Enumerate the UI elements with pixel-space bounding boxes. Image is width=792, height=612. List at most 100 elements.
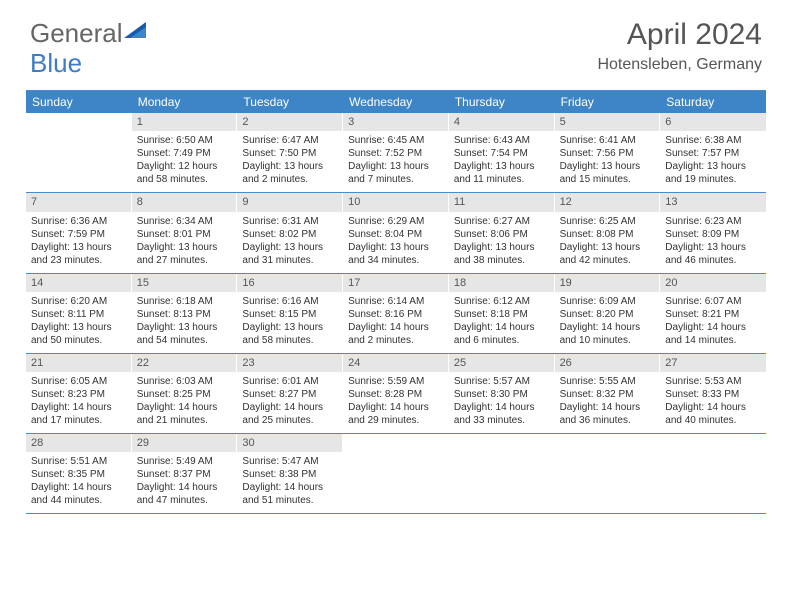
day-cell: 13Sunrise: 6:23 AMSunset: 8:09 PMDayligh… [660, 193, 766, 272]
day-cell: 22 Sunrise: 6:03 AMSunset: 8:25 PMDayligh… [132, 354, 238, 433]
sunset-text: Sunset: 8:11 PM [31, 308, 127, 321]
daylight2-text: and 2 minutes. [242, 173, 338, 186]
sunrise-text: Sunrise: 5:53 AM [665, 375, 761, 388]
day-details: Sunrise: 5:55 AMSunset: 8:32 PMDaylight:… [555, 372, 661, 433]
sunrise-text: Sunrise: 5:55 AM [560, 375, 656, 388]
day-details: Sunrise: 6:23 AMSunset: 8:09 PMDaylight:… [660, 212, 766, 273]
sunset-text: Sunset: 8:01 PM [137, 228, 233, 241]
daylight2-text: and 14 minutes. [665, 334, 761, 347]
day-number [555, 434, 661, 452]
daylight2-text: and 17 minutes. [31, 414, 127, 427]
daylight2-text: and 6 minutes. [454, 334, 550, 347]
day-number [449, 434, 555, 452]
day-number: 22 [132, 354, 238, 372]
daylight2-text: and 21 minutes. [137, 414, 233, 427]
day-number [26, 113, 132, 131]
weekday-label: Sunday [26, 91, 132, 113]
day-cell [26, 113, 132, 192]
logo: General [30, 18, 146, 49]
daylight1-text: Daylight: 14 hours [242, 481, 338, 494]
day-details: Sunrise: 6:36 AMSunset: 7:59 PMDaylight:… [26, 212, 132, 273]
daylight2-text: and 47 minutes. [137, 494, 233, 507]
sunset-text: Sunset: 7:57 PM [665, 147, 761, 160]
sunrise-text: Sunrise: 6:18 AM [137, 295, 233, 308]
day-cell: 30Sunrise: 5:47 AMSunset: 8:38 PMDayligh… [237, 434, 343, 513]
day-details: Sunrise: 6:16 AMSunset: 8:15 PMDaylight:… [237, 292, 343, 353]
day-details: Sunrise: 6:14 AMSunset: 8:16 PMDaylight:… [343, 292, 449, 353]
sunset-text: Sunset: 8:23 PM [31, 388, 127, 401]
sunset-text: Sunset: 8:04 PM [348, 228, 444, 241]
sunrise-text: Sunrise: 6:36 AM [31, 215, 127, 228]
location-label: Hotensleben, Germany [597, 56, 762, 74]
sunset-text: Sunset: 8:30 PM [454, 388, 550, 401]
sunrise-text: Sunrise: 6:03 AM [137, 375, 233, 388]
sunset-text: Sunset: 7:56 PM [560, 147, 656, 160]
day-cell: 7Sunrise: 6:36 AMSunset: 7:59 PMDaylight… [26, 193, 132, 272]
daylight1-text: Daylight: 13 hours [31, 321, 127, 334]
calendar: Sunday Monday Tuesday Wednesday Thursday… [26, 90, 766, 514]
sunrise-text: Sunrise: 6:09 AM [560, 295, 656, 308]
sunrise-text: Sunrise: 6:12 AM [454, 295, 550, 308]
day-details: Sunrise: 6:01 AMSunset: 8:27 PMDaylight:… [237, 372, 343, 433]
day-cell: 12Sunrise: 6:25 AMSunset: 8:08 PMDayligh… [555, 193, 661, 272]
daylight1-text: Daylight: 12 hours [137, 160, 233, 173]
daylight1-text: Daylight: 14 hours [137, 481, 233, 494]
daylight1-text: Daylight: 14 hours [665, 401, 761, 414]
sunset-text: Sunset: 8:20 PM [560, 308, 656, 321]
daylight1-text: Daylight: 13 hours [454, 160, 550, 173]
day-details: Sunrise: 6:50 AMSunset: 7:49 PMDaylight:… [132, 131, 238, 192]
daylight1-text: Daylight: 13 hours [348, 160, 444, 173]
sunrise-text: Sunrise: 6:23 AM [665, 215, 761, 228]
sunset-text: Sunset: 8:37 PM [137, 468, 233, 481]
daylight1-text: Daylight: 13 hours [31, 241, 127, 254]
day-details: Sunrise: 6:20 AMSunset: 8:11 PMDaylight:… [26, 292, 132, 353]
week-row: 7Sunrise: 6:36 AMSunset: 7:59 PMDaylight… [26, 193, 766, 273]
daylight2-text: and 11 minutes. [454, 173, 550, 186]
daylight1-text: Daylight: 13 hours [348, 241, 444, 254]
week-row: 21Sunrise: 6:05 AMSunset: 8:23 PMDayligh… [26, 354, 766, 434]
day-number: 19 [555, 274, 661, 292]
weekday-label: Tuesday [237, 91, 343, 113]
day-number: 9 [237, 193, 343, 211]
day-number: 30 [237, 434, 343, 452]
sunrise-text: Sunrise: 6:07 AM [665, 295, 761, 308]
daylight2-text: and 2 minutes. [348, 334, 444, 347]
day-cell: 25Sunrise: 5:57 AMSunset: 8:30 PMDayligh… [449, 354, 555, 433]
month-title: April 2024 [597, 18, 762, 52]
daylight2-text: and 44 minutes. [31, 494, 127, 507]
sunrise-text: Sunrise: 5:51 AM [31, 455, 127, 468]
day-number: 21 [26, 354, 132, 372]
daylight2-text: and 29 minutes. [348, 414, 444, 427]
daylight2-text: and 36 minutes. [560, 414, 656, 427]
daylight1-text: Daylight: 14 hours [560, 321, 656, 334]
sunset-text: Sunset: 8:06 PM [454, 228, 550, 241]
sunset-text: Sunset: 8:25 PM [137, 388, 233, 401]
day-details: Sunrise: 6:34 AMSunset: 8:01 PMDaylight:… [132, 212, 238, 273]
daylight1-text: Daylight: 14 hours [665, 321, 761, 334]
daylight2-text: and 50 minutes. [31, 334, 127, 347]
daylight2-text: and 25 minutes. [242, 414, 338, 427]
daylight2-text: and 7 minutes. [348, 173, 444, 186]
day-number [343, 434, 449, 452]
day-details: Sunrise: 6:41 AMSunset: 7:56 PMDaylight:… [555, 131, 661, 192]
daylight1-text: Daylight: 13 hours [560, 160, 656, 173]
day-cell: 10Sunrise: 6:29 AMSunset: 8:04 PMDayligh… [343, 193, 449, 272]
day-cell: 17Sunrise: 6:14 AMSunset: 8:16 PMDayligh… [343, 274, 449, 353]
day-details: Sunrise: 5:57 AMSunset: 8:30 PMDaylight:… [449, 372, 555, 433]
day-cell: 6Sunrise: 6:38 AMSunset: 7:57 PMDaylight… [660, 113, 766, 192]
day-cell: 9Sunrise: 6:31 AMSunset: 8:02 PMDaylight… [237, 193, 343, 272]
day-details: Sunrise: 5:51 AMSunset: 8:35 PMDaylight:… [26, 452, 132, 513]
sunset-text: Sunset: 8:13 PM [137, 308, 233, 321]
day-cell: 27Sunrise: 5:53 AMSunset: 8:33 PMDayligh… [660, 354, 766, 433]
weekday-label: Wednesday [343, 91, 449, 113]
day-details: Sunrise: 6:05 AMSunset: 8:23 PMDaylight:… [26, 372, 132, 433]
day-details: Sunrise: 6:09 AMSunset: 8:20 PMDaylight:… [555, 292, 661, 353]
daylight1-text: Daylight: 14 hours [137, 401, 233, 414]
day-details: Sunrise: 6:31 AMSunset: 8:02 PMDaylight:… [237, 212, 343, 273]
daylight1-text: Daylight: 14 hours [348, 401, 444, 414]
sunset-text: Sunset: 8:15 PM [242, 308, 338, 321]
daylight1-text: Daylight: 13 hours [242, 241, 338, 254]
day-number: 24 [343, 354, 449, 372]
daylight2-text: and 33 minutes. [454, 414, 550, 427]
week-row: 1Sunrise: 6:50 AMSunset: 7:49 PMDaylight… [26, 113, 766, 193]
